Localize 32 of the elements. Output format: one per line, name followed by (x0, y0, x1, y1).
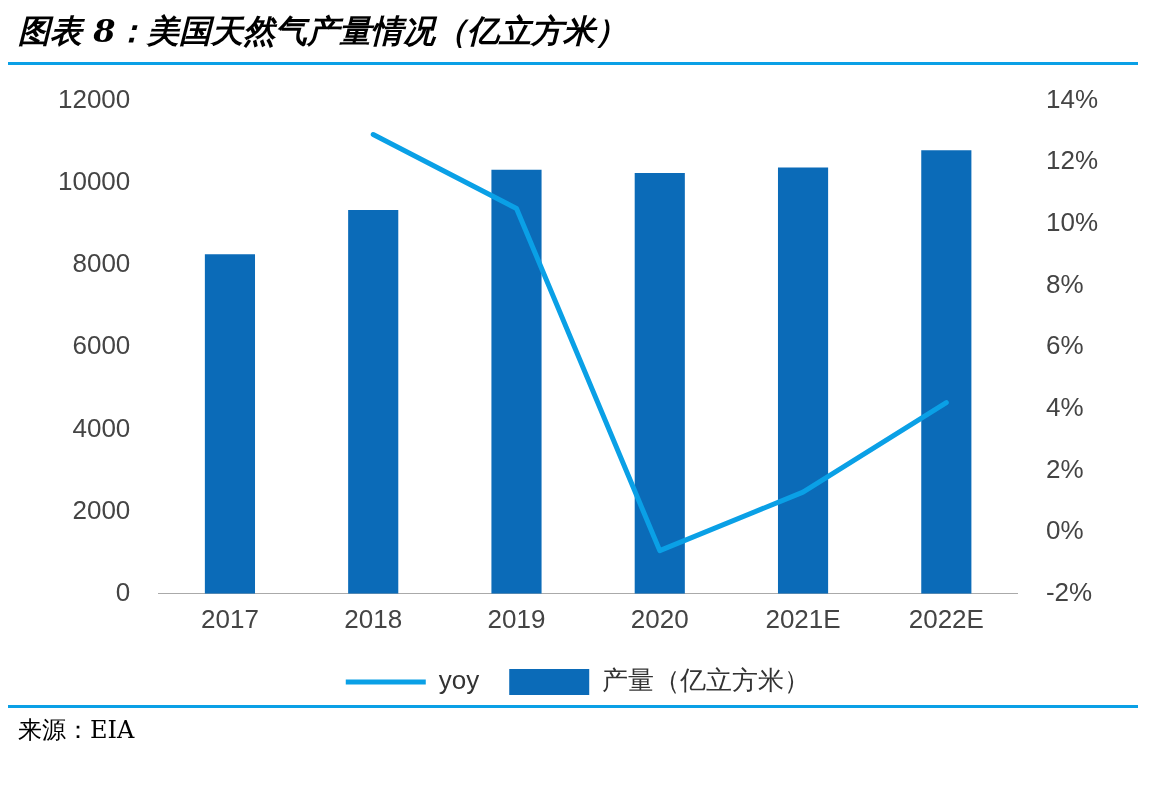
y2-tick-label: 8% (1045, 268, 1084, 299)
bar (777, 167, 829, 594)
y2-tick-label: 4% (1045, 392, 1084, 423)
y-tick-label: 8000 (72, 248, 131, 279)
x-tick-label: 2020 (630, 603, 689, 634)
y-tick-label: 12000 (57, 83, 131, 114)
chart-title: 图表 8：美国天然气产量情况（亿立方米） (8, 8, 1138, 65)
y2-tick-label: 0% (1045, 515, 1084, 546)
x-tick-label: 2019 (487, 603, 546, 634)
legend-label: yoy (438, 665, 480, 696)
y-tick-label: 10000 (57, 165, 131, 196)
y2-tick-label: 14% (1045, 83, 1099, 114)
source-note: 来源：EIA (18, 715, 136, 746)
bar (921, 150, 972, 594)
y2-tick-label: -2% (1045, 576, 1093, 607)
y2-tick-label: 6% (1045, 330, 1084, 361)
bar (634, 172, 685, 594)
y-tick-label: 6000 (72, 330, 131, 361)
legend-label: 产量（亿立方米） (602, 665, 811, 696)
y2-tick-label: 10% (1045, 207, 1099, 238)
x-tick-label: 2018 (344, 603, 403, 634)
y-tick-label: 4000 (72, 412, 131, 443)
x-tick-label: 2022E (908, 603, 984, 634)
x-tick-label: 2021E (765, 603, 841, 634)
bar (204, 254, 256, 594)
bar (491, 169, 542, 594)
y2-tick-label: 12% (1045, 145, 1099, 176)
bar (348, 209, 399, 594)
y2-tick-label: 2% (1045, 453, 1084, 484)
y-tick-label: 0 (115, 576, 131, 607)
y-tick-label: 2000 (72, 494, 131, 525)
x-tick-label: 2017 (201, 603, 259, 634)
